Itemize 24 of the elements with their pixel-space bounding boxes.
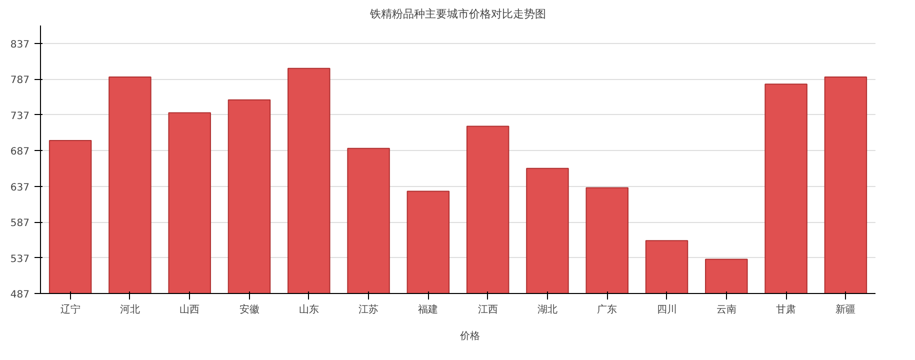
y-tick-label: 787: [10, 75, 30, 86]
x-tick-label: 河北: [120, 304, 140, 316]
y-tick-label: 487: [10, 290, 30, 300]
y-tick-label: 537: [10, 254, 30, 265]
x-tick-label: 江西: [478, 304, 498, 316]
x-tick-label: 湖北: [537, 304, 558, 316]
x-tick-label: 甘肃: [776, 304, 796, 316]
x-tick-label: 广东: [597, 304, 618, 316]
x-tick-label: 山东: [298, 304, 319, 316]
y-tick-label: 837: [10, 39, 30, 50]
x-tick-label: 江苏: [358, 304, 379, 316]
x-tick-label: 辽宁: [60, 304, 80, 316]
x-tick-label: 山西: [180, 304, 200, 316]
x-tick-label: 新疆: [836, 304, 856, 316]
x-tick-label: 福建: [418, 304, 438, 316]
x-tick-label: 云南: [716, 304, 736, 316]
chart-title: 铁精粉品种主要城市价格对比走势图: [369, 8, 546, 20]
y-tick-label: 737: [10, 110, 30, 122]
text: 价格: [460, 330, 480, 343]
x-tick-label: 安徽: [239, 304, 260, 316]
x-tick-label: 四川: [656, 304, 677, 316]
y-tick-label: 587: [10, 218, 30, 230]
y-tick-label: 637: [10, 182, 30, 194]
y-tick-label: 687: [10, 146, 30, 158]
